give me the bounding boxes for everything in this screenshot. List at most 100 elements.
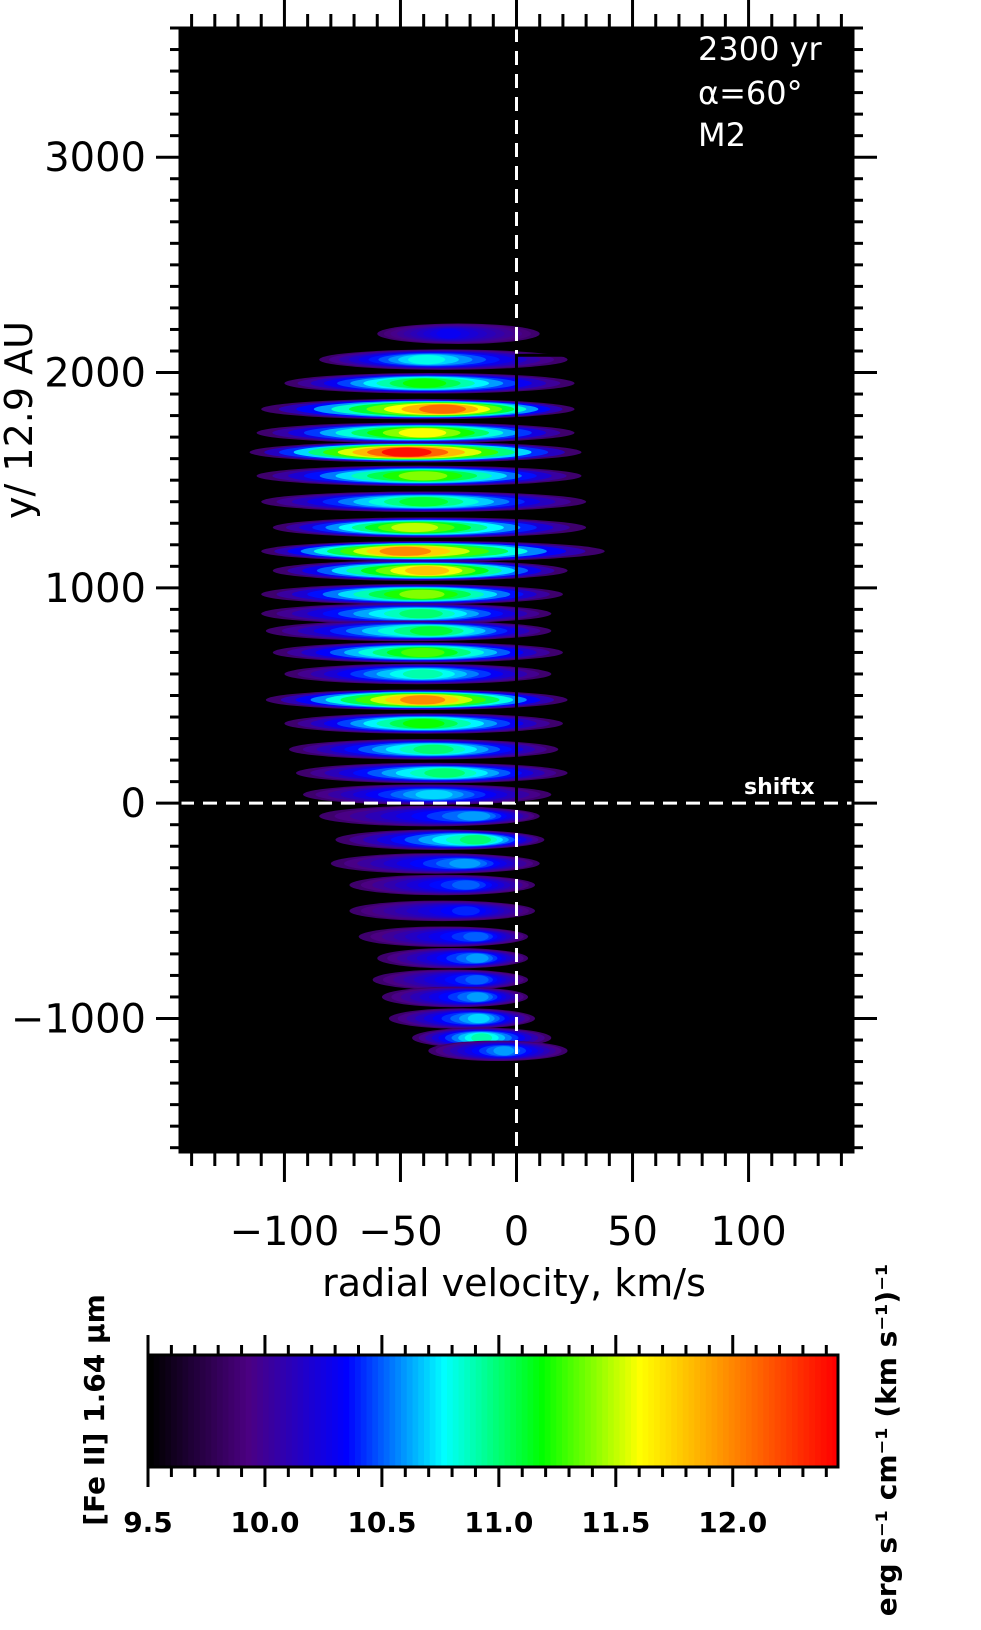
colorbar-swatch [498,1355,506,1467]
emission-contour [436,329,461,339]
x-tick-label: −100 [229,1209,339,1255]
emission-contour [401,647,445,658]
emission-contour [402,378,447,388]
colorbar-swatch [832,1355,839,1467]
colorbar-swatch [429,1355,437,1467]
emission-row [372,969,529,990]
colorbar-swatch [544,1355,552,1467]
emission-row [265,689,568,711]
emission-row [284,663,552,685]
colorbar-frame [146,1353,840,1469]
colorbar-swatch [320,1355,327,1467]
x-tick-label: 50 [607,1209,658,1255]
colorbar-swatch [682,1355,690,1467]
emission-row [377,947,529,969]
colorbar-swatch [182,1355,189,1467]
colorbar-swatch [424,1355,431,1467]
emission-row [335,829,545,851]
colorbar-swatch [602,1355,609,1467]
annotation-angle: α=60° [698,74,803,112]
colorbar-swatch [694,1355,701,1467]
colorbar-swatch [194,1355,201,1467]
emission-contour [391,522,439,533]
colorbar-swatch [665,1355,672,1467]
emission-row [349,900,536,922]
colorbar-swatch [355,1355,362,1467]
colorbar-swatch [493,1355,500,1467]
emission-contour [409,626,453,636]
colorbar-swatch [217,1355,224,1467]
colorbar-swatch [274,1355,281,1467]
colorbar-swatch [613,1355,621,1467]
colorbar-tick-label: 11.0 [464,1506,533,1539]
colorbar-tick-label: 10.5 [347,1506,416,1539]
colorbar-swatch [659,1355,667,1467]
emission-contour [381,447,432,457]
colorbar-swatch [579,1355,586,1467]
colorbar-swatch [757,1355,764,1467]
colorbar-swatch [332,1355,339,1467]
emission-map [249,323,605,1062]
colorbar-swatch [815,1355,822,1467]
colorbar-tick-label: 12.0 [698,1506,767,1539]
colorbar-swatch [205,1355,212,1467]
y-tick-label: 2000 [44,351,146,397]
colorbar-swatch [717,1355,724,1467]
colorbar-swatch [326,1355,333,1467]
colorbar-swatch [797,1355,805,1467]
colorbar-swatch [337,1355,345,1467]
colorbar-swatch [418,1355,425,1467]
colorbar-swatch [786,1355,793,1467]
colorbar-swatch [826,1355,833,1467]
colorbar-swatch [343,1355,350,1467]
colorbar-swatch [401,1355,408,1467]
colorbar-swatch [458,1355,465,1467]
colorbar-swatch [556,1355,563,1467]
colorbar-swatch [763,1355,770,1467]
colorbar-swatch [481,1355,488,1467]
emission-contour [404,566,450,576]
colorbar-swatch [171,1355,178,1467]
colorbar-ticks: 9.5 10.0 10.5 11.0 11.5 12.0 [123,1335,828,1539]
emission-contour [413,744,454,754]
emission-row [388,1008,536,1029]
colorbar [148,1355,839,1467]
colorbar-swatch [590,1355,598,1467]
emission-contour [451,906,480,916]
colorbar-swatch [728,1355,736,1467]
emission-row [261,491,587,512]
emission-contour [449,858,481,869]
emission-row [349,874,536,896]
colorbar-swatch [297,1355,304,1467]
colorbar-swatch [447,1355,454,1467]
emission-row [265,620,552,642]
emission-contour [402,718,445,729]
emission-row [428,1040,568,1062]
emission-row [377,323,540,344]
colorbar-swatch [470,1355,477,1467]
colorbar-swatch [820,1355,828,1467]
colorbar-swatch [539,1355,546,1467]
colorbar-tick-label: 11.5 [581,1506,650,1539]
colorbar-swatch [257,1355,264,1467]
colorbar-swatch [780,1355,787,1467]
annotation-shift: shiftx [744,775,815,800]
colorbar-swatch [349,1355,356,1467]
colorbar-swatch [740,1355,747,1467]
colorbar-swatch [711,1355,718,1467]
colorbar-swatch [165,1355,172,1467]
emission-row [261,584,563,605]
emission-contour [471,1033,493,1043]
x-tick-label: −50 [358,1209,442,1255]
colorbar-swatch [372,1355,379,1467]
colorbar-swatch [769,1355,776,1467]
colorbar-swatch [291,1355,299,1467]
emission-contour [379,546,432,556]
emission-row [302,784,552,805]
colorbar-swatch [303,1355,310,1467]
colorbar-swatch [677,1355,684,1467]
emission-row [284,373,575,394]
emission-contour [402,669,443,679]
colorbar-swatch [263,1355,270,1467]
